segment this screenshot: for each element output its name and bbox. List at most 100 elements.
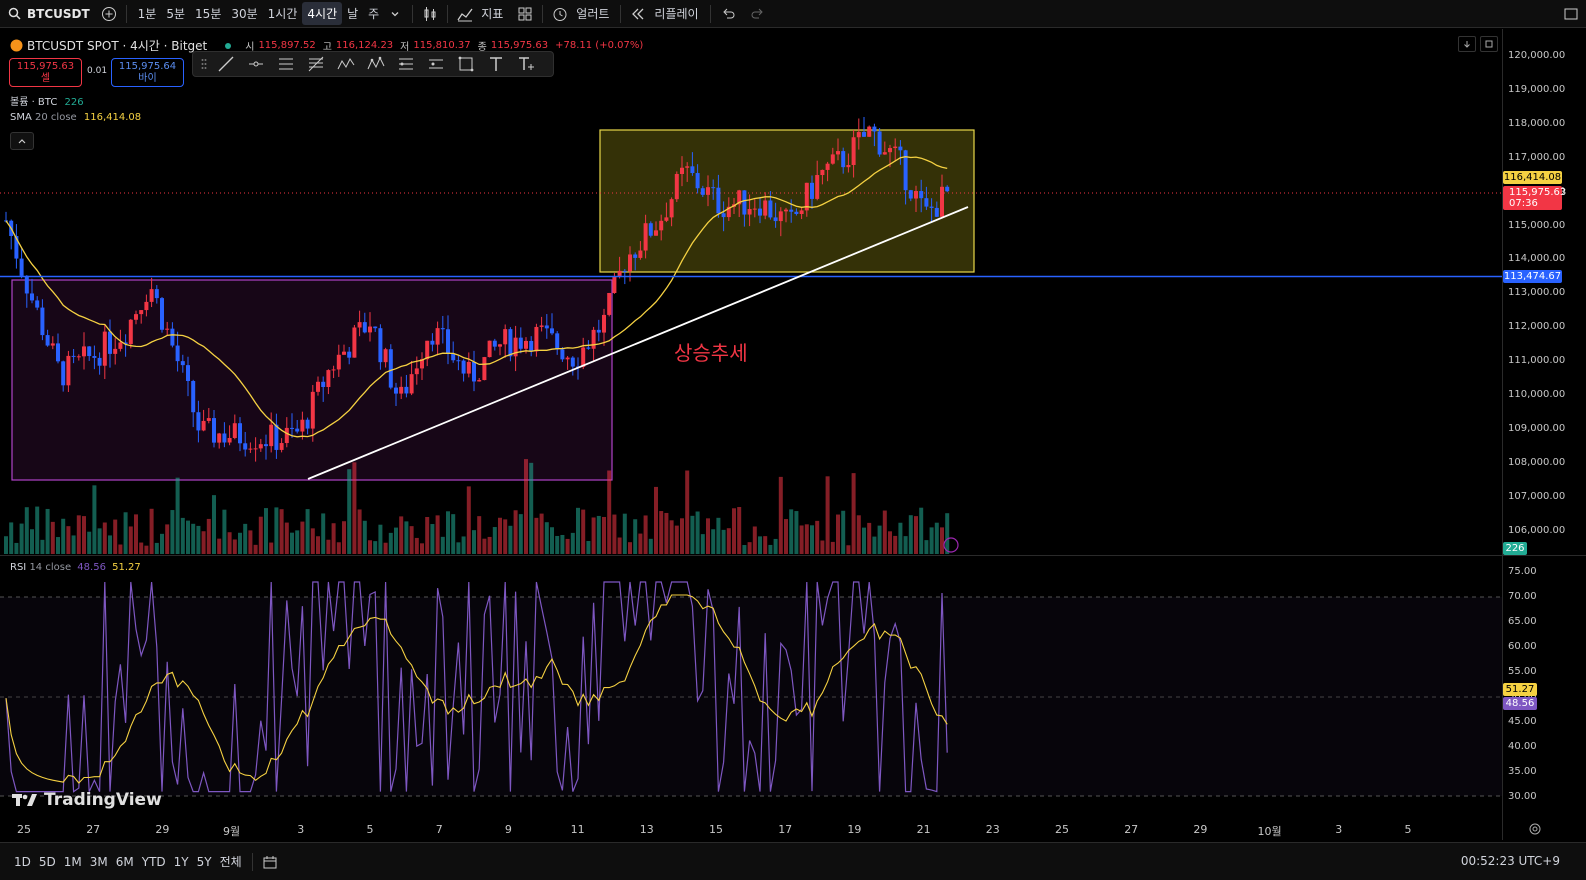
range-5d[interactable]: 5D xyxy=(38,854,56,869)
indicators-button[interactable]: 지표 xyxy=(481,7,504,21)
volume-bar xyxy=(92,485,97,554)
trend-line-tool-icon[interactable] xyxy=(211,53,241,75)
volume-bar xyxy=(399,516,404,554)
candle-body xyxy=(284,427,289,444)
interval-week[interactable]: 주 xyxy=(368,7,380,21)
range-3m[interactable]: 3M xyxy=(89,854,108,869)
candle-body xyxy=(170,328,175,346)
chevron-down-icon[interactable] xyxy=(384,3,406,25)
replay-icon[interactable] xyxy=(627,3,649,25)
sma-line xyxy=(5,156,948,438)
volume-bar xyxy=(721,529,726,554)
symbol-search[interactable]: BTCUSDT xyxy=(6,7,98,21)
volume-bar xyxy=(238,532,242,554)
collapse-legend-button[interactable] xyxy=(10,132,34,150)
candles-icon[interactable] xyxy=(419,3,441,25)
fib-retracement-tool-icon[interactable] xyxy=(301,53,331,75)
price-range-tool-icon[interactable] xyxy=(421,53,451,75)
interval-1m[interactable]: 1분 xyxy=(137,7,157,21)
candle-body xyxy=(711,187,716,189)
axis-settings-icon[interactable] xyxy=(1528,822,1542,839)
volume-bar xyxy=(378,524,383,554)
abcd-pattern-tool-icon[interactable] xyxy=(361,53,391,75)
volume-bar xyxy=(747,542,752,554)
candle-body xyxy=(378,328,383,363)
candle-body xyxy=(799,210,804,214)
volume-bar xyxy=(394,527,398,554)
interval-day[interactable]: 날 xyxy=(347,7,359,21)
candle-body xyxy=(768,200,773,218)
candle-body xyxy=(232,423,237,438)
interval-30m[interactable]: 30분 xyxy=(231,7,258,21)
alert-clock-icon[interactable] xyxy=(549,3,571,25)
candle-body xyxy=(388,349,393,388)
candle-body xyxy=(97,357,102,366)
candle-body xyxy=(654,230,658,236)
open-value: 115,897.52 xyxy=(258,40,316,51)
candle-body xyxy=(721,213,726,218)
horizontal-ray-tool-icon[interactable] xyxy=(241,53,271,75)
candle-body xyxy=(929,206,934,208)
candle-body xyxy=(191,380,196,413)
candle-body xyxy=(680,167,684,174)
range-1m[interactable]: 1M xyxy=(63,854,82,869)
volume-bar xyxy=(508,525,513,554)
candle-body xyxy=(274,424,279,450)
drag-handle-icon[interactable] xyxy=(197,53,211,75)
alert-button[interactable]: 얼러트 xyxy=(576,7,610,21)
calendar-goto-icon[interactable] xyxy=(259,851,281,873)
volume-bar xyxy=(773,538,778,554)
separator xyxy=(709,4,711,23)
candle-body xyxy=(716,187,721,214)
rectangle-tool-icon[interactable] xyxy=(451,53,481,75)
time-tick: 29 xyxy=(1193,823,1208,836)
range-ytd[interactable]: YTD xyxy=(141,854,166,869)
price-chart[interactable] xyxy=(0,29,1586,840)
pattern-tool-icon[interactable] xyxy=(331,53,361,75)
volume-bar xyxy=(820,540,825,554)
interval-4h[interactable]: 4시간 xyxy=(302,2,343,25)
volume-bar xyxy=(336,542,341,554)
replay-button[interactable]: 리플레이 xyxy=(654,7,699,21)
volume-bar xyxy=(30,529,34,554)
rsi-tick: 55.00 xyxy=(1508,665,1537,677)
buy-button[interactable]: 115,975.64 바이 xyxy=(111,58,184,87)
uptrend-annotation[interactable]: 상승추세 xyxy=(674,341,748,365)
interval-1h[interactable]: 1시간 xyxy=(267,7,298,21)
layout-grid-icon[interactable] xyxy=(514,3,536,25)
text-tool-icon[interactable] xyxy=(481,53,511,75)
range-6m[interactable]: 6M xyxy=(115,854,134,869)
search-icon xyxy=(8,7,21,20)
high-value: 116,124.23 xyxy=(335,40,394,51)
indicators-icon[interactable] xyxy=(454,3,476,25)
volume-bar xyxy=(732,508,736,554)
volume-bar xyxy=(674,525,679,554)
position-tool-icon[interactable] xyxy=(391,53,421,75)
scroll-down-button[interactable] xyxy=(1458,36,1476,52)
redo-icon[interactable] xyxy=(747,3,769,25)
candle-body xyxy=(908,190,913,199)
compare-add-icon[interactable] xyxy=(98,3,120,25)
undo-icon[interactable] xyxy=(717,3,739,25)
range-all[interactable]: 전체 xyxy=(219,855,242,869)
sell-button[interactable]: 115,975.63 셀 xyxy=(9,58,82,87)
pane-maximize-button[interactable] xyxy=(1480,36,1498,52)
time-tick: 19 xyxy=(847,823,862,836)
range-1d[interactable]: 1D xyxy=(14,854,31,869)
volume-bar xyxy=(430,524,435,554)
volume-bar xyxy=(87,531,92,554)
fullscreen-icon[interactable] xyxy=(1560,3,1582,25)
parallel-channel-tool-icon[interactable] xyxy=(271,53,301,75)
interval-5m[interactable]: 5분 xyxy=(166,7,186,21)
clock-timezone[interactable]: 00:52:23 UTC+9 xyxy=(1460,854,1560,868)
text-note-tool-icon[interactable] xyxy=(511,53,541,75)
volume-bar xyxy=(357,509,362,554)
candle-body xyxy=(674,173,679,200)
tradingview-watermark[interactable]: TradingView xyxy=(12,790,162,810)
volume-bar xyxy=(82,516,86,554)
range-1y[interactable]: 1Y xyxy=(173,854,189,869)
time-tick: 27 xyxy=(86,823,101,836)
range-5y[interactable]: 5Y xyxy=(196,854,212,869)
interval-15m[interactable]: 15분 xyxy=(195,7,222,21)
volume-bar xyxy=(763,536,768,554)
